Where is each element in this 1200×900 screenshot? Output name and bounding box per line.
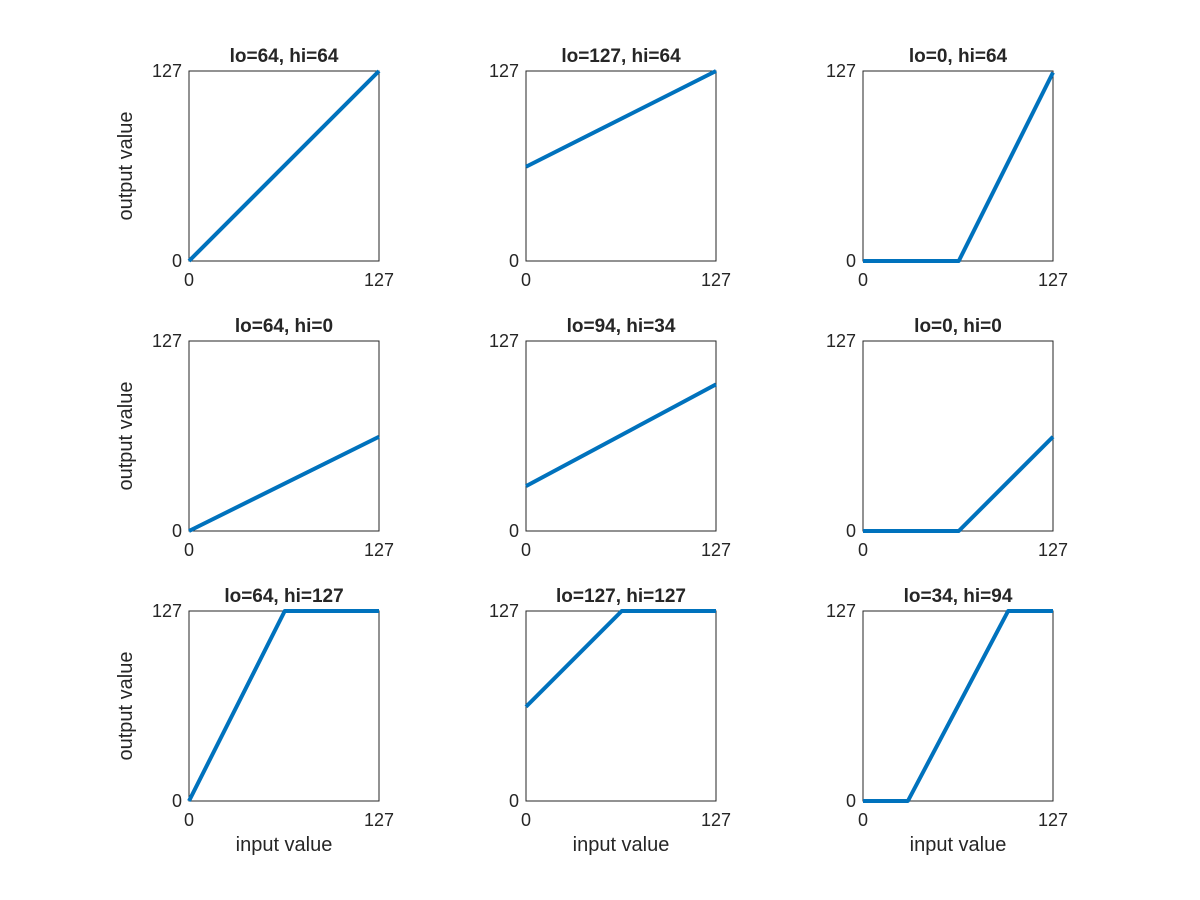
subplot-title: lo=64, hi=127 (224, 586, 343, 607)
subplot-5: lo=94, hi=34 0 127 0 127 (489, 316, 731, 560)
data-line (863, 435, 1055, 533)
data-line (187, 609, 379, 802)
y-tick-label: 0 (172, 791, 182, 811)
x-axis-label: input value (573, 834, 670, 856)
data-line (525, 69, 717, 169)
x-tick-label: 127 (364, 270, 394, 290)
y-axis-label: output value (115, 112, 137, 221)
x-tick-label: 127 (364, 810, 394, 830)
x-tick-label: 127 (1038, 540, 1068, 560)
y-tick-label: 127 (152, 601, 182, 621)
y-tick-label: 0 (846, 791, 856, 811)
y-tick-label: 0 (509, 521, 519, 541)
x-tick-label: 0 (858, 270, 868, 290)
x-tick-label: 0 (184, 270, 194, 290)
subplot-4: lo=64, hi=0 0 127 0 127 output value (115, 316, 394, 560)
x-tick-label: 127 (364, 540, 394, 560)
plot-area (188, 610, 380, 802)
data-line (525, 382, 717, 488)
subplot-3: lo=0, hi=64 0 127 0 127 (826, 46, 1068, 290)
x-tick-label: 127 (1038, 810, 1068, 830)
y-tick-label: 0 (172, 521, 182, 541)
plot-area (862, 340, 1054, 532)
plot-area (862, 70, 1054, 262)
subplot-2: lo=127, hi=64 0 127 0 127 (489, 46, 731, 290)
y-tick-label: 127 (489, 61, 519, 81)
x-tick-label: 0 (184, 540, 194, 560)
y-tick-label: 127 (826, 601, 856, 621)
y-tick-label: 127 (152, 61, 182, 81)
y-tick-label: 127 (152, 331, 182, 351)
x-tick-label: 127 (1038, 270, 1068, 290)
data-line (863, 609, 1053, 803)
plot-area (188, 340, 380, 532)
subplot-title: lo=94, hi=34 (567, 316, 676, 337)
y-tick-label: 0 (509, 791, 519, 811)
subplot-title: lo=34, hi=94 (904, 586, 1013, 607)
y-tick-label: 0 (846, 521, 856, 541)
data-line (188, 434, 380, 533)
y-axis-label: output value (115, 382, 137, 491)
x-tick-label: 0 (184, 810, 194, 830)
subplot-title: lo=0, hi=64 (909, 46, 1008, 67)
x-tick-label: 0 (858, 540, 868, 560)
x-tick-label: 127 (701, 270, 731, 290)
subplot-1: lo=64, hi=64 0 127 0 127 output value (115, 46, 394, 290)
subplot-title: lo=0, hi=0 (914, 316, 1002, 337)
subplot-7: lo=64, hi=127 0 127 0 127 output value input v… (115, 586, 394, 856)
y-tick-label: 127 (489, 331, 519, 351)
y-tick-label: 0 (509, 251, 519, 271)
data-line (863, 71, 1055, 263)
data-line (187, 69, 381, 263)
x-tick-label: 127 (701, 810, 731, 830)
subplot-title: lo=127, hi=64 (561, 46, 681, 67)
y-tick-label: 127 (489, 601, 519, 621)
subplot-9: lo=34, hi=94 0 127 0 127 input value (826, 586, 1068, 856)
data-line (524, 609, 716, 709)
y-axis-label: output value (115, 652, 137, 761)
plot-area (525, 70, 717, 262)
x-axis-label: input value (910, 834, 1007, 856)
y-tick-label: 127 (826, 61, 856, 81)
x-tick-label: 0 (521, 810, 531, 830)
subplot-6: lo=0, hi=0 0 127 0 127 (826, 316, 1068, 560)
y-tick-label: 127 (826, 331, 856, 351)
x-tick-label: 0 (521, 270, 531, 290)
subplot-title: lo=64, hi=64 (230, 46, 339, 67)
subplot-8: lo=127, hi=127 0 127 0 127 input value (489, 586, 731, 856)
y-tick-label: 0 (172, 251, 182, 271)
y-tick-label: 0 (846, 251, 856, 271)
subplot-title: lo=127, hi=127 (556, 586, 686, 607)
x-axis-label: input value (236, 834, 333, 856)
x-tick-label: 0 (521, 540, 531, 560)
plot-area (525, 610, 717, 802)
x-tick-label: 0 (858, 810, 868, 830)
subplot-title: lo=64, hi=0 (235, 316, 333, 337)
x-tick-label: 127 (701, 540, 731, 560)
